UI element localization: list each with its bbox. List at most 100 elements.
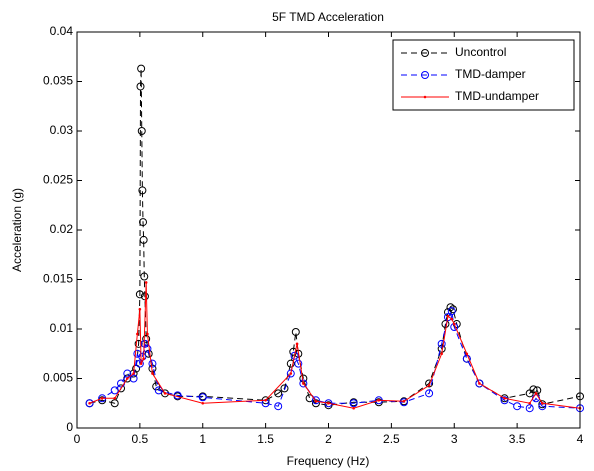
- data-point: [198, 393, 207, 402]
- data-point: [146, 332, 149, 336]
- data-point: [450, 317, 454, 321]
- data-point: [538, 400, 547, 409]
- data-point: [201, 401, 205, 405]
- data-point: [123, 369, 132, 378]
- data-point: [274, 402, 283, 411]
- data-point: [374, 398, 383, 407]
- x-tick-label: 4: [577, 432, 584, 446]
- data-point: [134, 339, 143, 348]
- data-point: [274, 389, 283, 398]
- data-point: [290, 351, 299, 360]
- data-point: [140, 292, 149, 301]
- x-tick-label: 2.5: [383, 432, 400, 446]
- legend-label: Uncontrol: [455, 45, 506, 59]
- data-point: [448, 305, 457, 314]
- x-tick-label: 1.5: [257, 432, 274, 446]
- data-point: [441, 320, 450, 329]
- y-tick-label: 0.01: [50, 321, 74, 335]
- data-point: [534, 392, 538, 395]
- x-tick-label: 3.5: [509, 432, 526, 446]
- data-point: [314, 399, 318, 403]
- data-point: [440, 352, 443, 356]
- y-tick-label: 0: [66, 420, 73, 434]
- y-tick-label: 0.02: [50, 222, 74, 236]
- data-point: [399, 398, 408, 407]
- data-point: [286, 359, 295, 368]
- data-point: [139, 235, 148, 244]
- data-point: [142, 334, 151, 343]
- data-point: [452, 322, 456, 326]
- y-tick-label: 0.025: [43, 173, 73, 187]
- y-tick-label: 0.005: [43, 371, 73, 385]
- data-point: [302, 382, 305, 385]
- data-point: [478, 382, 481, 385]
- legend-label: TMD-damper: [455, 67, 526, 81]
- data-point: [446, 303, 455, 312]
- data-point: [144, 281, 148, 284]
- data-point: [540, 401, 544, 405]
- data-point: [437, 339, 446, 348]
- data-point: [462, 354, 471, 363]
- y-axis-label: Acceleration (g): [10, 188, 24, 272]
- data-point: [446, 314, 450, 318]
- data-point: [100, 397, 104, 400]
- data-point: [425, 389, 434, 398]
- axes-box: [76, 31, 581, 429]
- data-point: [163, 392, 167, 395]
- data-point: [137, 127, 146, 135]
- data-point: [525, 404, 534, 413]
- data-point: [142, 357, 145, 361]
- data-point: [529, 385, 538, 394]
- data-point: [295, 342, 299, 346]
- data-point: [139, 362, 143, 365]
- x-axis-label: Frequency (Hz): [287, 454, 370, 468]
- data-point: [151, 372, 154, 375]
- data-point: [264, 398, 267, 402]
- data-point: [443, 313, 452, 322]
- y-tick-label: 0.035: [43, 74, 73, 88]
- data-point: [110, 386, 119, 395]
- data-point: [349, 399, 358, 408]
- chart-title: 5F TMD Acceleration: [272, 10, 384, 24]
- data-point: [324, 401, 333, 410]
- data-point: [327, 401, 330, 405]
- data-point: [503, 397, 506, 400]
- data-point: [475, 379, 484, 388]
- data-point: [110, 399, 119, 408]
- data-point: [126, 377, 129, 380]
- legend-marker: [421, 71, 429, 79]
- data-point: [352, 406, 355, 410]
- data-point: [85, 399, 94, 408]
- data-point: [447, 307, 456, 316]
- data-point: [137, 64, 146, 73]
- data-point: [465, 352, 469, 356]
- data-point: [129, 374, 138, 383]
- data-point: [289, 372, 293, 375]
- data-point: [135, 290, 144, 299]
- legend: Uncontrol TMD-damper TMD-undamper: [392, 39, 575, 111]
- data-point: [154, 386, 163, 395]
- data-point: [294, 359, 303, 368]
- data-point: [286, 369, 295, 378]
- data-point: [299, 379, 308, 388]
- legend-marker: [423, 95, 427, 99]
- x-tick-label: 2: [325, 432, 332, 446]
- data-point: [132, 372, 135, 375]
- y-tick-label: 0.015: [43, 272, 73, 286]
- data-point: [324, 399, 333, 408]
- data-point: [139, 218, 148, 227]
- x-tick-label: 0: [74, 432, 81, 446]
- x-tick-label: 1: [199, 432, 206, 446]
- data-point: [311, 396, 320, 405]
- data-point: [291, 327, 300, 336]
- legend-marker: [421, 49, 429, 57]
- data-point: [135, 359, 144, 368]
- x-tick-label: 0.5: [132, 432, 149, 446]
- data-point: [148, 359, 157, 368]
- data-point: [88, 401, 91, 405]
- y-tick-label: 0.03: [50, 123, 74, 137]
- data-point: [138, 186, 147, 195]
- data-point: [427, 384, 431, 387]
- data-point: [136, 332, 139, 336]
